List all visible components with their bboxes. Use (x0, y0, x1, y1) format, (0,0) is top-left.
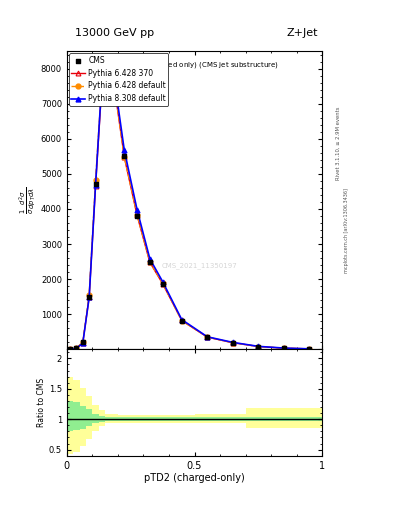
Pythia 6.428 370 (81, 340, 85, 346)
Pythia 6.428 default (147, 259, 152, 265)
Pythia 6.428 default (179, 318, 184, 324)
CMS (121, 152, 127, 160)
Pythia 6.428 370 (109, 64, 114, 70)
Pythia 6.428 default (68, 346, 72, 352)
Pythia 6.428 default (281, 345, 286, 351)
CMS (134, 212, 140, 220)
Text: 13000 GeV pp: 13000 GeV pp (75, 28, 154, 38)
Pythia 6.428 370 (205, 334, 210, 340)
Pythia 6.428 default (93, 177, 98, 183)
Pythia 6.428 default (122, 154, 127, 160)
Pythia 6.428 default (87, 291, 92, 297)
CMS (204, 333, 211, 342)
CMS (307, 345, 313, 353)
CMS (281, 344, 287, 352)
Line: Pythia 6.428 default: Pythia 6.428 default (68, 63, 312, 352)
Pythia 6.428 default (74, 345, 79, 351)
Pythia 6.428 370 (179, 317, 184, 324)
Pythia 6.428 default (109, 63, 114, 69)
CMS (108, 65, 115, 73)
CMS (178, 317, 185, 325)
Pythia 6.428 default (307, 346, 312, 352)
Text: Z+Jet: Z+Jet (287, 28, 318, 38)
CMS (255, 343, 262, 351)
Pythia 8.308 default (256, 343, 261, 349)
Pythia 6.428 370 (68, 346, 72, 352)
Pythia 6.428 370 (99, 81, 104, 88)
Pythia 8.308 default (74, 345, 79, 351)
CMS (67, 345, 73, 353)
Pythia 6.428 370 (256, 344, 261, 350)
Pythia 8.308 default (179, 316, 184, 323)
Pythia 6.428 370 (93, 183, 98, 189)
Pythia 6.428 default (135, 211, 140, 218)
Text: Rivet 3.1.10, ≥ 2.9M events: Rivet 3.1.10, ≥ 2.9M events (336, 106, 341, 180)
Pythia 8.308 default (68, 346, 72, 352)
Pythia 6.428 370 (281, 345, 286, 351)
Pythia 6.428 370 (87, 294, 92, 301)
Pythia 8.308 default (147, 255, 152, 262)
Legend: CMS, Pythia 6.428 370, Pythia 6.428 default, Pythia 8.308 default: CMS, Pythia 6.428 370, Pythia 6.428 defa… (69, 53, 168, 105)
Pythia 8.308 default (281, 345, 286, 351)
Pythia 6.428 default (99, 77, 104, 83)
X-axis label: pTD2 (charged-only): pTD2 (charged-only) (144, 473, 245, 483)
Pythia 8.308 default (87, 294, 92, 301)
CMS (147, 258, 153, 266)
Pythia 6.428 370 (122, 154, 127, 160)
Pythia 8.308 default (93, 182, 98, 188)
Pythia 6.428 370 (230, 339, 235, 346)
CMS (86, 292, 92, 301)
Pythia 6.428 default (256, 344, 261, 350)
CMS (73, 344, 79, 352)
Pythia 8.308 default (99, 77, 104, 83)
Pythia 8.308 default (135, 207, 140, 213)
Pythia 8.308 default (307, 346, 312, 352)
Pythia 8.308 default (160, 279, 165, 285)
Pythia 6.428 370 (74, 345, 79, 351)
Pythia 6.428 370 (307, 346, 312, 352)
Pythia 6.428 default (81, 339, 85, 345)
Line: Pythia 6.428 370: Pythia 6.428 370 (68, 65, 312, 352)
Text: CMS_2021_11350197: CMS_2021_11350197 (162, 263, 237, 269)
Pythia 8.308 default (230, 339, 235, 346)
CMS (160, 280, 166, 288)
CMS (99, 79, 105, 87)
Y-axis label: $\frac{1}{\sigma}\frac{d^2\sigma}{dp_T d\lambda}$: $\frac{1}{\sigma}\frac{d^2\sigma}{dp_T d… (17, 186, 38, 214)
Text: mcplots.cern.ch [arXiv:1306.3436]: mcplots.cern.ch [arXiv:1306.3436] (344, 188, 349, 273)
CMS (230, 339, 236, 347)
Y-axis label: Ratio to CMS: Ratio to CMS (37, 378, 46, 427)
CMS (80, 338, 86, 346)
Pythia 8.308 default (122, 147, 127, 153)
Text: $(p_T^D)^2\lambda\_0^2$ (charged only) (CMS jet substructure): $(p_T^D)^2\lambda\_0^2$ (charged only) (… (110, 60, 279, 73)
Pythia 6.428 default (230, 340, 235, 346)
Pythia 6.428 370 (160, 281, 165, 287)
Pythia 6.428 default (205, 334, 210, 340)
Pythia 8.308 default (205, 334, 210, 340)
Pythia 8.308 default (109, 57, 114, 63)
Pythia 6.428 370 (135, 212, 140, 219)
Pythia 8.308 default (81, 340, 85, 346)
Pythia 6.428 370 (147, 259, 152, 265)
Pythia 6.428 default (160, 280, 165, 286)
CMS (92, 180, 99, 188)
Line: Pythia 8.308 default: Pythia 8.308 default (68, 57, 312, 352)
